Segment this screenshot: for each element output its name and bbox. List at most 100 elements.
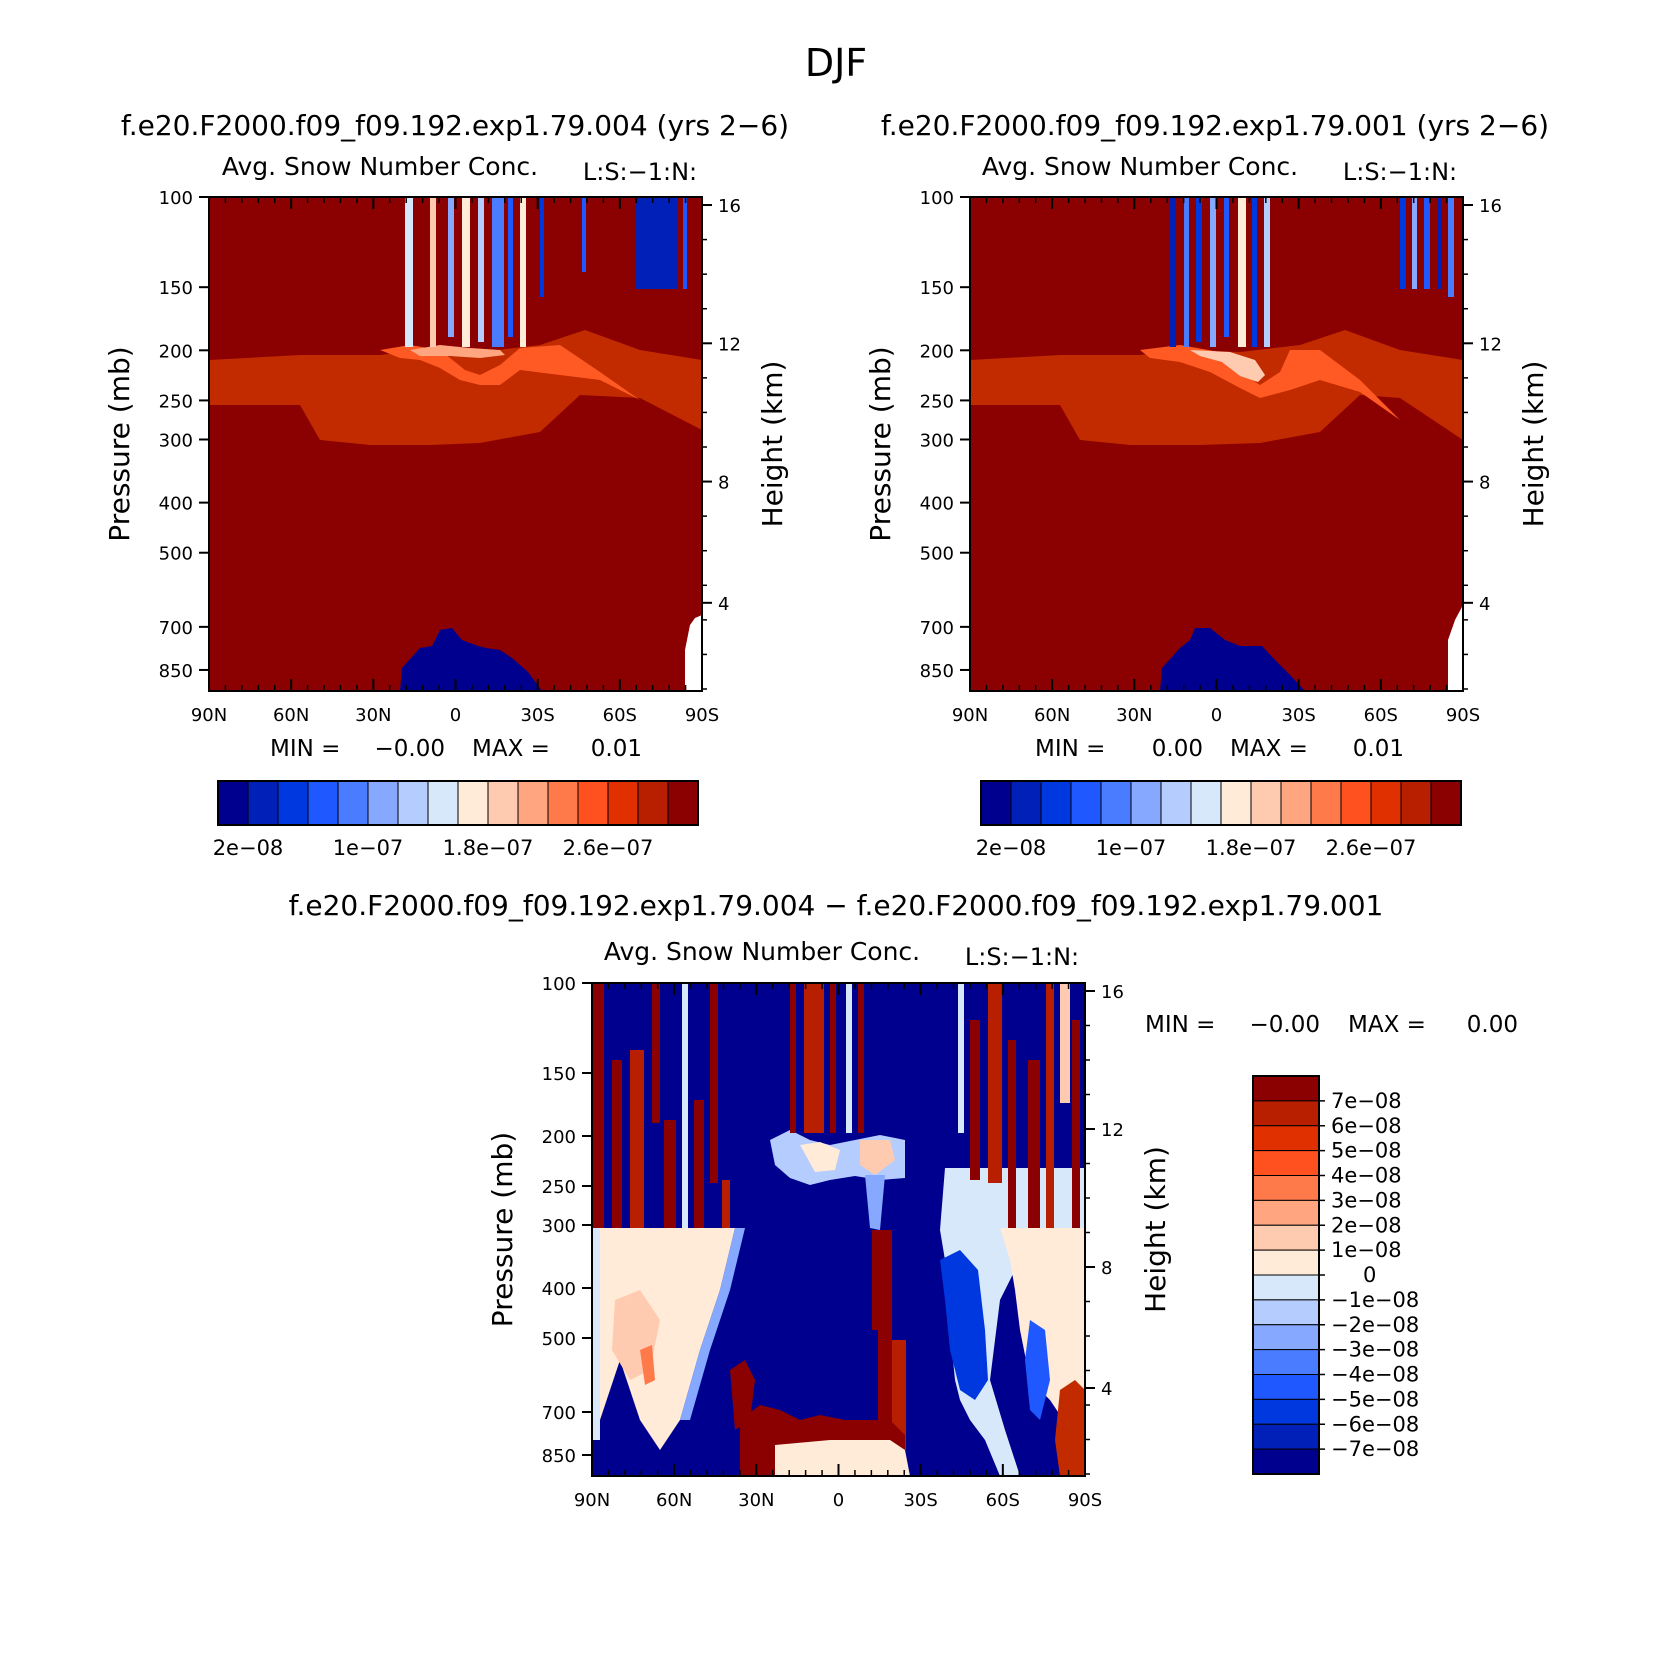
case-title: f.e20.F2000.f09_f09.192.exp1.79.001 (yrs…: [881, 109, 1549, 142]
colorbar-box: [277, 780, 309, 826]
colorbar-box: [1070, 780, 1102, 826]
y-tick-label: 200: [542, 1127, 576, 1148]
colorbar-box: [1250, 780, 1282, 826]
y-tick-label: 100: [159, 188, 193, 209]
colorbar-box: [1370, 780, 1402, 826]
field-patch: [592, 1228, 735, 1450]
colorbar-frame: [980, 780, 1462, 826]
colorbar-box: [547, 780, 579, 826]
colorbar-label: −6e−08: [1331, 1412, 1419, 1436]
y-right-tick-label: 12: [1479, 334, 1502, 355]
y-tick-label: 100: [920, 188, 954, 209]
field-patch: [970, 1020, 980, 1180]
colorbar-box: [667, 780, 699, 826]
colorbar-box: [337, 780, 369, 826]
field-patch: [685, 615, 702, 691]
y-tick-label: 300: [920, 430, 954, 451]
field-patch: [400, 628, 542, 691]
y-right-tick-label: 8: [718, 473, 729, 494]
field-patch: [1238, 197, 1246, 347]
y-right-tick-label: 8: [1101, 1258, 1112, 1279]
field-patch: [478, 197, 484, 342]
colorbar-box: [1190, 780, 1222, 826]
y-tick-label: 150: [542, 1064, 576, 1085]
colorbar-box: [307, 780, 339, 826]
x-tick-label: 30N: [1116, 705, 1152, 726]
field-patch: [652, 983, 660, 1123]
y-right-axis-label: Height (km): [756, 361, 789, 528]
y-axis-label: Pressure (mb): [864, 346, 897, 541]
field-patch: [940, 1168, 1085, 1476]
y-right-axis-label: Height (km): [1139, 1146, 1172, 1313]
colorbar-label: 1e−08: [1331, 1238, 1402, 1262]
field-patch: [1438, 197, 1442, 289]
min-value: 0.00: [1152, 736, 1203, 762]
field-patch: [508, 197, 513, 337]
x-tick-label: 30S: [520, 705, 554, 726]
field-patch: [380, 345, 640, 400]
colorbar-label: 3e−08: [1331, 1188, 1402, 1212]
colorbar-box: [1252, 1075, 1320, 1102]
max-value: 0.01: [1353, 736, 1404, 762]
case-title: f.e20.F2000.f09_f09.192.exp1.79.004 (yrs…: [121, 109, 789, 142]
variable-title: Avg. Snow Number Conc.: [982, 152, 1298, 181]
field-patch: [1170, 197, 1176, 347]
min-value: −0.00: [1250, 1012, 1320, 1038]
y-tick-label: 250: [159, 391, 193, 412]
field-patch: [1008, 1040, 1016, 1228]
field-patch: [405, 197, 413, 347]
y-tick-label: 300: [159, 430, 193, 451]
colorbar-label: 7e−08: [1331, 1089, 1402, 1113]
x-tick-label: 90S: [1068, 1490, 1102, 1511]
colorbar-label: 5e−08: [1331, 1139, 1402, 1163]
colorbar-label: 2e−08: [213, 836, 284, 860]
colorbar-label: −1e−08: [1331, 1288, 1419, 1312]
field-patch: [636, 197, 678, 289]
y-tick-label: 500: [542, 1329, 576, 1350]
x-tick-label: 90N: [574, 1490, 610, 1511]
max-value: 0.01: [591, 736, 642, 762]
max-label: MAX =: [1348, 1012, 1426, 1038]
field-patch: [592, 983, 604, 1228]
colorbar-box: [1252, 1199, 1320, 1226]
field-patch: [1184, 197, 1189, 347]
y-right-tick-label: 16: [718, 196, 741, 217]
min-label: MIN =: [1145, 1012, 1215, 1038]
y-tick-label: 150: [159, 278, 193, 299]
colorbar-box: [637, 780, 669, 826]
field-patch: [958, 983, 964, 1133]
panel-model-001: f.e20.F2000.f09_f09.192.exp1.79.001 (yrs…: [864, 109, 1550, 860]
x-tick-label: 60S: [1364, 705, 1398, 726]
field-patch: [858, 983, 864, 1133]
field-patch: [492, 197, 504, 347]
y-right-tick-label: 8: [1479, 473, 1490, 494]
colorbar-label: 1e−07: [333, 836, 404, 860]
field-patch: [612, 1060, 622, 1228]
colorbar-label: 1.8e−07: [443, 836, 534, 860]
x-tick-label: 30S: [903, 1490, 937, 1511]
field-patch: [865, 1175, 885, 1230]
field-plot: [209, 197, 702, 691]
axes: 90N 60N 30N 0 30S 60S 90S 100 150 200 250 300 400 500…: [864, 188, 1550, 726]
field-patch: [1412, 197, 1417, 289]
x-tick-label: 60S: [603, 705, 637, 726]
y-tick-label: 300: [542, 1216, 576, 1237]
field-patch: [683, 197, 687, 289]
field-patch: [730, 1360, 755, 1430]
field-plot: [592, 983, 1085, 1476]
x-tick-label: 0: [1211, 705, 1222, 726]
colorbar-box: [1252, 1423, 1320, 1450]
field-patch: [800, 1142, 840, 1172]
x-tick-label: 0: [450, 705, 461, 726]
field-patch: [790, 983, 796, 1133]
field-patch: [1028, 1060, 1040, 1228]
field-patch: [1196, 197, 1202, 342]
field-patch: [775, 1440, 910, 1476]
min-value: −0.00: [375, 736, 445, 762]
field-patch: [1448, 197, 1454, 297]
colorbar-label: 2.6e−07: [563, 836, 654, 860]
panel-difference: f.e20.F2000.f09_f09.192.exp1.79.004 − f.…: [289, 889, 1518, 1511]
max-label: MAX =: [1230, 736, 1308, 762]
colorbar-label: −2e−08: [1331, 1313, 1419, 1337]
